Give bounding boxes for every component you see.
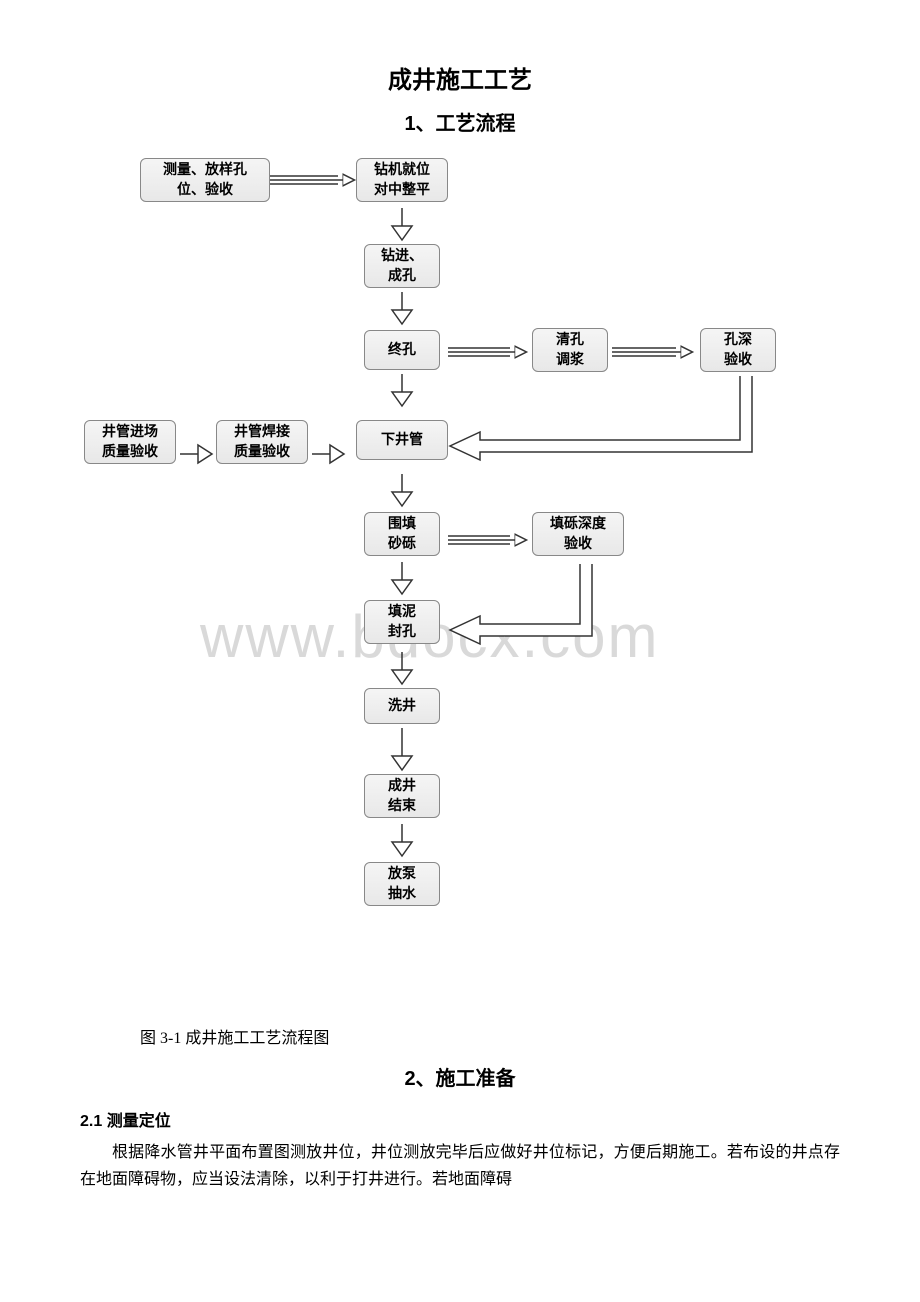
page-title: 成井施工工艺 [80,60,840,95]
page: 成井施工工艺 1、工艺流程 www.bdocx.com [0,0,920,1237]
flow-node-incoming: 井管进场质量验收 [84,420,176,464]
flow-node-pump: 放泵抽水 [364,862,440,906]
flow-node-done: 成井结束 [364,774,440,818]
figure-caption: 图 3-1 成井施工工艺流程图 [140,1024,840,1048]
flow-node-wash: 洗井 [364,688,440,724]
body-paragraph-1: 根据降水管井平面布置图测放井位，井位测放完毕后应做好井位标记，方便后期施工。若布… [80,1139,840,1193]
sub-heading-21: 2.1 测量定位 [80,1107,840,1131]
flow-node-measure: 测量、放样孔位、验收 [140,158,270,202]
flow-node-clear: 清孔调浆 [532,328,608,372]
section2-heading: 2、施工准备 [80,1062,840,1091]
flow-node-rig: 钻机就位对中整平 [356,158,448,202]
flow-node-gravelcheck: 填砾深度验收 [532,512,624,556]
flow-node-endhole: 终孔 [364,330,440,370]
flow-node-drill: 钻进、成孔 [364,244,440,288]
flow-node-weldcheck: 井管焊接质量验收 [216,420,308,464]
flow-node-pipe: 下井管 [356,420,448,460]
flow-node-depthcheck: 孔深验收 [700,328,776,372]
flow-node-seal: 填泥封孔 [364,600,440,644]
flow-node-gravel: 围填砂砾 [364,512,440,556]
flowchart: www.bdocx.com [80,152,840,1012]
section1-heading: 1、工艺流程 [80,107,840,136]
flow-connectors [80,152,840,1012]
